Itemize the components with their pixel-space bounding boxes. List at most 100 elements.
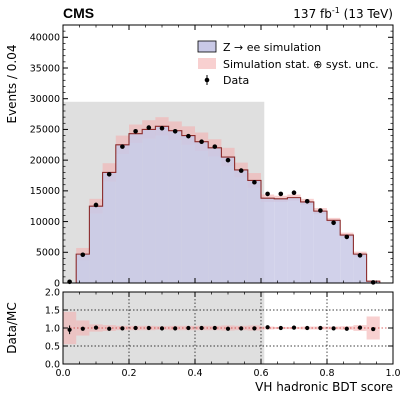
sim-bar [261, 198, 275, 283]
data-point [370, 280, 376, 285]
ratio-point [159, 326, 165, 331]
data-point [304, 199, 310, 204]
lumi-label: 137 fb-1 (13 TeV) [293, 6, 393, 21]
x-tick-label: 0.4 [187, 368, 202, 379]
data-point [225, 157, 231, 163]
main-y-axis-title: Events / 0.04 [5, 44, 19, 123]
sim-bar [313, 211, 327, 283]
x-tick-label: 0.8 [319, 368, 334, 379]
y-tick-label: 30000 [30, 94, 60, 105]
x-axis-title: VH hadronic BDT score [255, 380, 393, 394]
ratio-point [225, 326, 231, 331]
ratio-y-tick-label: 1.0 [45, 323, 60, 334]
data-point [265, 191, 270, 197]
ratio-point [212, 325, 217, 331]
y-tick-label: 35000 [30, 63, 60, 74]
legend-unc-label: Simulation stat. ⊕ syst. unc. [223, 58, 379, 71]
legend-data-marker [204, 77, 210, 83]
ratio-point [199, 325, 204, 331]
data-point [106, 171, 112, 177]
legend-unc-swatch [198, 58, 216, 69]
main-x-axis [62, 25, 394, 283]
y-tick-label: 5000 [36, 248, 60, 259]
sim-bar [221, 157, 235, 283]
data-point [172, 128, 178, 134]
sim-bar [129, 133, 143, 283]
data-point [120, 144, 125, 149]
sim-bar [155, 126, 169, 283]
sim-bar [327, 220, 341, 283]
data-point [212, 144, 218, 149]
sim-bar [274, 198, 288, 283]
ratio-point [291, 325, 297, 330]
ratio-point [239, 326, 244, 331]
ratio-y-tick-label: 0.0 [45, 359, 60, 370]
data-point [186, 133, 191, 139]
ratio-point [107, 326, 112, 331]
ratio-point [80, 326, 85, 331]
data-point [278, 191, 284, 197]
ratio-point [357, 325, 363, 330]
ratio-point [67, 327, 72, 332]
sim-bar [247, 180, 261, 283]
data-point [80, 252, 86, 258]
data-point [291, 190, 297, 195]
data-point [199, 139, 204, 145]
ratio-y-axis: 0.0 0.5 1.0 1.5 2.0 [45, 287, 393, 370]
data-point [238, 168, 244, 173]
ratio-point [252, 326, 257, 331]
legend-signal-label: Z → ee simulation [223, 41, 321, 54]
ratio-point [371, 326, 376, 332]
legend: Z → ee simulation Simulation stat. ⊕ sys… [197, 40, 379, 87]
legend-data-label: Data [223, 74, 249, 87]
sim-bar [115, 144, 129, 283]
sim-bar [89, 206, 103, 283]
data-point [159, 125, 165, 131]
sim-bar [208, 147, 222, 283]
ratio-point [331, 326, 336, 331]
y-tick-label: 40000 [30, 33, 60, 44]
y-tick-label: 25000 [30, 125, 60, 136]
x-tick-label: 1.0 [385, 368, 400, 379]
ratio-panel: 0.0 0.5 1.0 1.5 2.0 0.0 0.2 0.4 0.6 0.8 1.0 Data/… [5, 287, 401, 394]
ratio-point [120, 326, 125, 331]
simulation-histogram [63, 125, 393, 284]
data-point [318, 208, 323, 213]
y-tick-label: 20000 [30, 155, 60, 166]
ratio-point [265, 325, 270, 330]
sim-bar [168, 130, 182, 283]
y-tick-label: 10000 [30, 217, 60, 228]
ratio-point [186, 325, 191, 331]
ratio-point [93, 325, 99, 330]
ratio-x-axis: 0.0 0.2 0.4 0.6 0.8 1.0 [55, 292, 401, 379]
x-tick-label: 0.6 [253, 368, 268, 379]
ratio-y-axis-title: Data/MC [5, 302, 19, 353]
sim-bar [76, 254, 90, 283]
sim-bar [181, 135, 195, 283]
sim-bar [353, 254, 367, 283]
sim-bar [287, 197, 301, 283]
ratio-y-tick-label: 1.5 [45, 305, 60, 316]
data-point [252, 179, 257, 185]
ratio-point [146, 325, 151, 331]
ratio-point [305, 325, 310, 331]
sim-bar [102, 172, 116, 283]
ratio-y-tick-label: 2.0 [45, 287, 60, 298]
main-panel: 0 5000 10000 15000 20000 25000 30000 35000 40000… [5, 24, 394, 289]
sim-bar [195, 141, 209, 283]
data-point [93, 202, 99, 208]
data-point [146, 125, 152, 130]
experiment-label: CMS [63, 5, 94, 21]
data-point [133, 128, 138, 134]
x-tick-label: 0.2 [121, 368, 136, 379]
main-y-axis: 0 5000 10000 15000 20000 25000 30000 35000 40000 [30, 30, 393, 289]
legend-signal-swatch [197, 40, 217, 53]
ratio-points [67, 325, 376, 335]
y-tick-label: 15000 [30, 186, 60, 197]
data-point [331, 220, 336, 226]
data-point [357, 253, 363, 258]
data-point [344, 234, 350, 240]
y-tick-label: 0 [54, 278, 60, 289]
sim-bar [300, 201, 314, 283]
